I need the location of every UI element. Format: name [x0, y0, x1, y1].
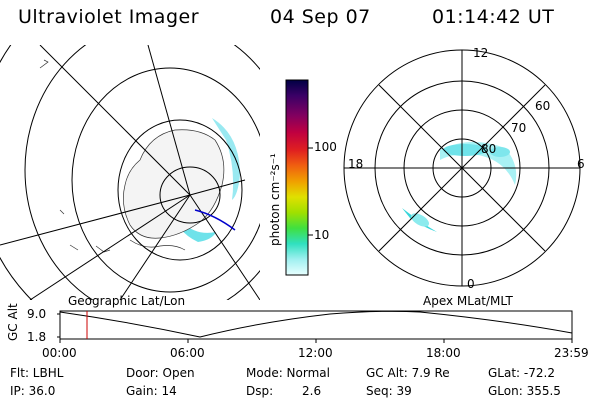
colorbar-tick-10: 10	[314, 228, 330, 242]
mlt-label-18: 18	[348, 157, 364, 171]
time-label: 01:14:42 UT	[432, 6, 555, 28]
timeline-ymin: 1.8	[27, 330, 47, 344]
date-label: 04 Sep 07	[270, 6, 371, 28]
info-glat: GLat: -72.2	[488, 366, 555, 380]
timeline-ymax: 9.0	[27, 307, 47, 321]
app-title: Ultraviolet Imager	[18, 6, 200, 28]
info-mode: Mode: Normal	[246, 366, 330, 380]
info-dsp-label: Dsp:	[246, 384, 274, 398]
mlt-label-6: 6	[577, 157, 585, 171]
info-ip: IP: 36.0	[10, 384, 56, 398]
info-gcalt: GC Alt: 7.9 Re	[366, 366, 450, 380]
antarctica-outline	[39, 59, 225, 253]
xtick-1200: 12:00	[298, 346, 333, 360]
right-map-label: Apex MLat/MLT	[423, 294, 513, 308]
info-glon: GLon: 355.5	[488, 384, 561, 398]
colorbar-tick-100: 100	[314, 140, 337, 154]
timeline-ylabel: GC Alt	[6, 303, 20, 341]
info-flt: Flt: LBHL	[10, 366, 64, 380]
polar-map	[343, 49, 581, 287]
xtick-0600: 06:00	[170, 346, 205, 360]
xtick-0000: 00:00	[42, 346, 77, 360]
mlt-label-12: 12	[473, 46, 489, 60]
colorbar-label: photon cm⁻²s⁻¹	[268, 153, 282, 246]
info-door: Door: Open	[126, 366, 195, 380]
lat-label-60: 60	[535, 99, 551, 113]
xtick-2359: 23:59	[554, 346, 589, 360]
lat-label-70: 70	[511, 121, 527, 135]
colorbar	[285, 79, 313, 276]
geographic-map	[0, 45, 260, 300]
info-dsp-value: 2.6	[302, 384, 322, 398]
left-map-label: Geographic Lat/Lon	[68, 294, 186, 308]
lat-label-80: 80	[481, 142, 497, 156]
mlt-label-0: 0	[467, 277, 475, 291]
timeline-plot	[57, 310, 573, 343]
info-gain: Gain: 14	[126, 384, 177, 398]
info-seq: Seq: 39	[366, 384, 412, 398]
xtick-1800: 18:00	[426, 346, 461, 360]
